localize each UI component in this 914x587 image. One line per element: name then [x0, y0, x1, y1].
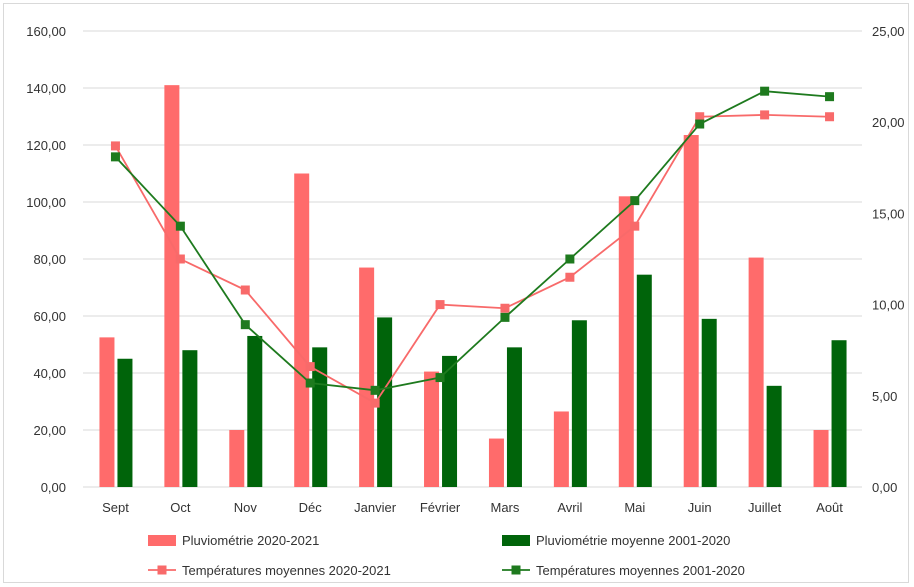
bar-pluvio-moyenne [377, 317, 393, 487]
right-tick-label: 25,00 [872, 24, 905, 39]
marker-temp-2020-2021 [305, 362, 315, 372]
x-tick-label: Juin [688, 500, 712, 515]
right-tick-label: 10,00 [872, 298, 905, 313]
bar-pluvio-moyenne [442, 355, 458, 487]
bar-pluvio-2020-2021 [553, 411, 569, 487]
bar-pluvio-moyenne [701, 318, 717, 487]
legend-swatch [148, 535, 176, 546]
marker-temp-moyenne [760, 86, 770, 96]
marker-temp-moyenne [565, 254, 575, 264]
bar-pluvio-2020-2021 [229, 430, 245, 487]
marker-temp-2020-2021 [240, 285, 250, 295]
bar-pluvio-2020-2021 [99, 337, 115, 487]
left-tick-label: 80,00 [33, 252, 66, 267]
bar-pluvio-moyenne [571, 320, 587, 487]
marker-temp-moyenne [370, 385, 380, 395]
x-tick-label: Déc [299, 500, 323, 515]
right-tick-label: 0,00 [872, 480, 897, 495]
x-axis-ticks: Sept Oct Nov Déc Janvier Février Mars Avril Mai J… [102, 500, 843, 515]
marker-temp-2020-2021 [760, 110, 770, 120]
marker-temp-2020-2021 [695, 112, 705, 122]
bar-pluvio-moyenne [831, 340, 847, 487]
bar-pluvio-2020-2021 [618, 196, 634, 488]
marker-temp-moyenne [825, 92, 835, 102]
x-tick-label: Avril [557, 500, 582, 515]
bar-pluvio-moyenne [117, 358, 133, 487]
legend-label: Pluviométrie moyenne 2001-2020 [536, 533, 730, 548]
gridlines [83, 30, 862, 488]
bar-pluvio-moyenne [506, 347, 522, 487]
bars [99, 85, 847, 488]
marker-temp-moyenne [500, 312, 510, 322]
x-tick-label: Oct [170, 500, 191, 515]
right-axis-ticks: 0,00 5,00 10,00 15,00 20,00 25,00 [872, 24, 905, 495]
legend-marker [157, 565, 167, 575]
marker-temp-2020-2021 [175, 254, 185, 264]
bar-pluvio-2020-2021 [359, 267, 375, 487]
legend-label: Pluviométrie 2020-2021 [182, 533, 319, 548]
left-tick-label: 160,00 [26, 24, 66, 39]
bar-pluvio-2020-2021 [748, 257, 764, 487]
marker-temp-2020-2021 [500, 303, 510, 313]
x-tick-label: Août [816, 500, 843, 515]
marker-temp-2020-2021 [370, 398, 380, 408]
x-tick-label: Juillet [748, 500, 782, 515]
bar-pluvio-moyenne [636, 274, 652, 487]
left-axis-ticks: 0,00 20,00 40,00 60,00 80,00 100,00 120,00 140,… [26, 24, 66, 495]
marker-temp-moyenne [630, 196, 640, 206]
line-temp-2020-2021 [114, 114, 830, 405]
bar-pluvio-2020-2021 [294, 173, 310, 487]
marker-temp-moyenne [695, 119, 705, 129]
marker-temp-2020-2021 [110, 141, 120, 151]
legend: Pluviométrie 2020-2021 Pluviométrie moyen… [148, 533, 745, 578]
bar-pluvio-2020-2021 [683, 135, 699, 487]
legend-swatch [502, 535, 530, 546]
bar-pluvio-2020-2021 [488, 438, 504, 487]
marker-temp-2020-2021 [630, 221, 640, 231]
marker-temp-moyenne [175, 221, 185, 231]
left-tick-label: 0,00 [41, 480, 66, 495]
marker-temp-moyenne [305, 378, 315, 388]
line-temp-moyenne [114, 90, 830, 392]
left-tick-label: 100,00 [26, 195, 66, 210]
x-tick-label: Janvier [354, 500, 397, 515]
right-tick-label: 5,00 [872, 389, 897, 404]
bar-pluvio-2020-2021 [164, 85, 180, 488]
bar-pluvio-moyenne [312, 347, 328, 487]
bar-pluvio-moyenne [182, 350, 198, 487]
lines [110, 86, 835, 408]
left-tick-label: 140,00 [26, 81, 66, 96]
x-tick-label: Nov [234, 500, 258, 515]
left-tick-label: 120,00 [26, 138, 66, 153]
x-tick-label: Sept [102, 500, 129, 515]
right-tick-label: 15,00 [872, 206, 905, 221]
x-tick-label: Mars [491, 500, 520, 515]
x-tick-label: Février [420, 500, 461, 515]
marker-temp-moyenne [435, 373, 445, 383]
legend-label: Températures moyennes 2020-2021 [182, 563, 391, 578]
left-tick-label: 40,00 [33, 366, 66, 381]
x-tick-label: Mai [624, 500, 645, 515]
bar-pluvio-moyenne [766, 385, 782, 487]
right-tick-label: 20,00 [872, 115, 905, 130]
marker-temp-moyenne [110, 152, 120, 162]
bar-pluvio-moyenne [247, 335, 263, 487]
legend-marker [511, 565, 521, 575]
marker-temp-moyenne [240, 320, 250, 330]
marker-temp-2020-2021 [435, 300, 445, 310]
marker-temp-2020-2021 [565, 272, 575, 282]
marker-temp-2020-2021 [825, 112, 835, 122]
bar-pluvio-2020-2021 [424, 371, 440, 487]
bar-pluvio-2020-2021 [813, 430, 829, 487]
legend-label: Températures moyennes 2001-2020 [536, 563, 745, 578]
left-tick-label: 60,00 [33, 309, 66, 324]
left-tick-label: 20,00 [33, 423, 66, 438]
